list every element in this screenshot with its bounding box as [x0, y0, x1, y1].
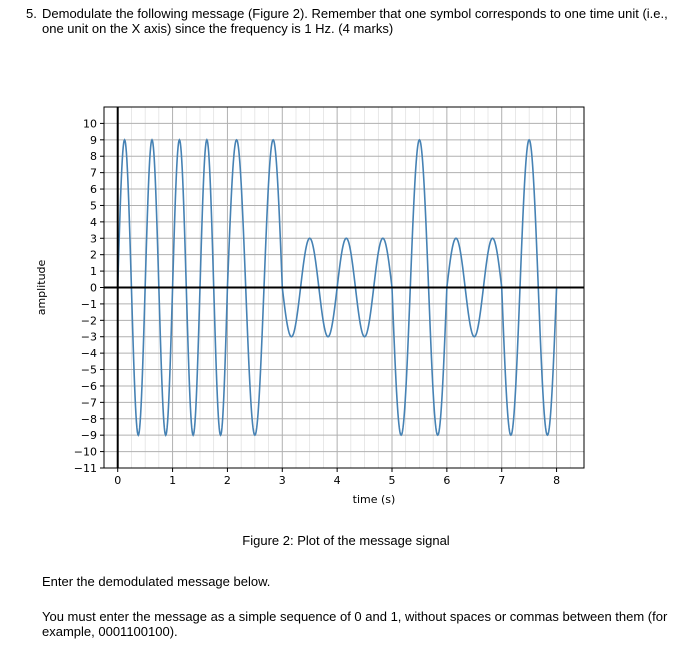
y-tick-label: 6: [90, 183, 97, 196]
y-tick-label: −5: [81, 364, 97, 377]
signal-segment-3: [226, 138, 284, 437]
y-tick-label: 2: [90, 249, 97, 262]
x-axis-label: time (s): [353, 493, 396, 506]
x-tick-label: 8: [553, 474, 560, 487]
y-tick-label: −8: [81, 413, 97, 426]
y-tick-label: −1: [81, 298, 97, 311]
y-tick-label: 5: [90, 199, 97, 212]
y-tick-label: −6: [81, 380, 97, 393]
x-tick-label: 2: [224, 474, 231, 487]
x-tick-label: 3: [279, 474, 286, 487]
x-tick-label: 0: [114, 474, 121, 487]
message-signal-chart: 0 1 2 3 4 5 6 7 8109876543210−1−2−3−4−5−6−7−8−9−…: [35, 106, 585, 506]
y-tick-label: −4: [81, 347, 97, 360]
question-text: Demodulate the following message (Figure…: [42, 6, 668, 36]
signal-segment-6: [391, 138, 448, 437]
answer-instructions: You must enter the message as a simple s…: [42, 609, 668, 639]
x-tick-label: 4: [334, 474, 341, 487]
x-tick-label: 6: [443, 474, 450, 487]
y-tick-label: 10: [83, 117, 97, 130]
question: 5. Demodulate the following message (Fig…: [26, 6, 676, 36]
y-tick-label: −9: [81, 429, 97, 442]
signal-segment-8: [500, 138, 558, 437]
figure-caption: Figure 2: Plot of the message signal: [242, 533, 450, 548]
y-axis-label: amplitude: [35, 259, 48, 315]
signal-segment-7: [446, 237, 503, 338]
figure: 0 1 2 3 4 5 6 7 8 10 9 8 7 6 5 4 3 2 1 0 −1 −2 −3 −4 −5 −6 −7 −8 −9−…: [0, 100, 692, 520]
y-tick-label: 1: [90, 265, 97, 278]
y-tick-label: −10: [74, 446, 97, 459]
y-tick-label: 3: [90, 232, 97, 245]
x-tick-label: 7: [498, 474, 505, 487]
y-tick-label: −2: [81, 314, 97, 327]
y-tick-label: −7: [81, 396, 97, 409]
y-tick-label: −11: [74, 462, 97, 475]
y-tick-label: −3: [81, 331, 97, 344]
x-tick-label: 1: [169, 474, 176, 487]
signal-segment-5: [336, 237, 393, 338]
y-tick-label: 9: [90, 134, 97, 147]
y-tick-label: 7: [90, 167, 97, 180]
signal-segment-4: [281, 237, 338, 338]
answer-prompt: Enter the demodulated message below.: [42, 574, 271, 589]
x-tick-label: 5: [389, 474, 396, 487]
y-tick-label: 4: [90, 216, 97, 229]
question-number: 5.: [26, 6, 37, 21]
y-tick-label: 0: [90, 282, 97, 295]
y-tick-label: 8: [90, 150, 97, 163]
